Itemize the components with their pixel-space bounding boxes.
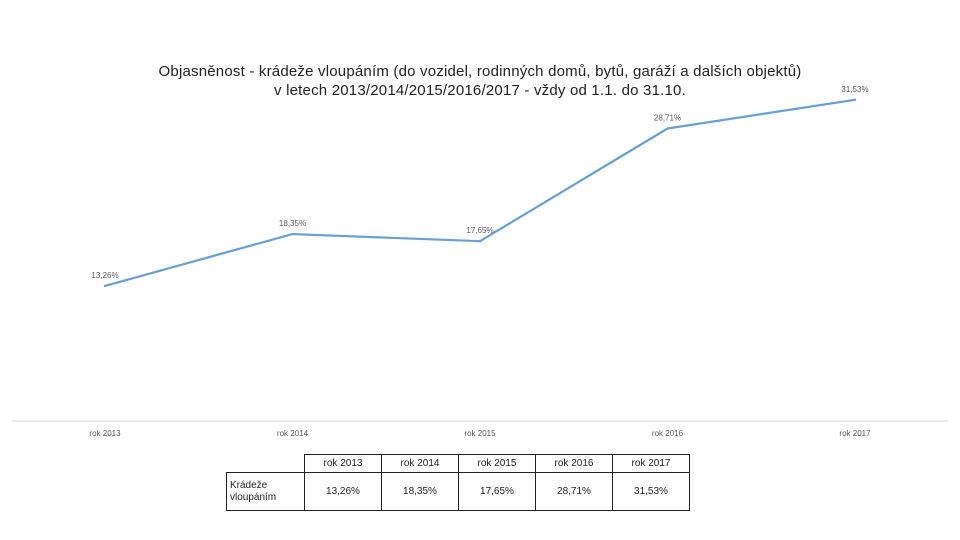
data-point	[853, 98, 857, 101]
x-tick-label: rok 2017	[839, 429, 871, 438]
x-tick-labels: rok 2013 rok 2014 rok 2015 rok 2016 rok 2017	[89, 429, 871, 438]
data-label: 31,53%	[841, 85, 868, 94]
data-table-header: rok 2017	[612, 454, 690, 473]
data-table-header: rok 2014	[381, 454, 459, 473]
data-table-row-label: Krádeže vloupáním	[226, 472, 305, 511]
data-point	[478, 239, 482, 243]
series-line	[103, 98, 857, 288]
chart-title-line-2: v letech 2013/2014/2015/2016/2017 - vždy…	[274, 82, 686, 99]
data-table-cell: 17,65%	[458, 472, 536, 511]
data-label: 28,71%	[654, 114, 681, 123]
data-table-header: rok 2016	[535, 454, 613, 473]
data-table-cell: 13,26%	[304, 472, 382, 511]
x-tick-label: rok 2015	[464, 429, 496, 438]
x-tick-label: rok 2013	[89, 429, 121, 438]
chart-title-line-1: Objasněnost - krádeže vloupáním (do vozi…	[158, 63, 802, 80]
data-table-header-row: rok 2013 rok 2014 rok 2015 rok 2016 rok …	[227, 454, 690, 473]
data-points	[103, 98, 857, 288]
data-label: 17,65%	[466, 226, 493, 235]
data-label: 18,35%	[279, 219, 306, 228]
data-label: 13,26%	[91, 271, 118, 280]
chart-title: Objasněnost - krádeže vloupáním (do vozi…	[0, 62, 960, 100]
data-point	[103, 284, 107, 288]
data-table: rok 2013 rok 2014 rok 2015 rok 2016 rok …	[226, 454, 690, 511]
x-tick-label: rok 2014	[277, 429, 309, 438]
data-table-cell: 18,35%	[381, 472, 459, 511]
x-tick-label: rok 2016	[652, 429, 684, 438]
data-table-corner	[227, 455, 305, 473]
data-table-row: Krádeže vloupáním 13,26% 18,35% 17,65% 2…	[226, 472, 690, 511]
data-point	[666, 127, 669, 130]
data-table-cell: 31,53%	[612, 472, 690, 511]
data-table-cell: 28,71%	[535, 472, 613, 511]
data-table-header: rok 2013	[304, 454, 382, 473]
data-point	[291, 232, 294, 236]
data-table-header: rok 2015	[458, 454, 536, 473]
data-labels: 13,26% 18,35% 17,65% 28,71% 31,53%	[91, 85, 868, 280]
